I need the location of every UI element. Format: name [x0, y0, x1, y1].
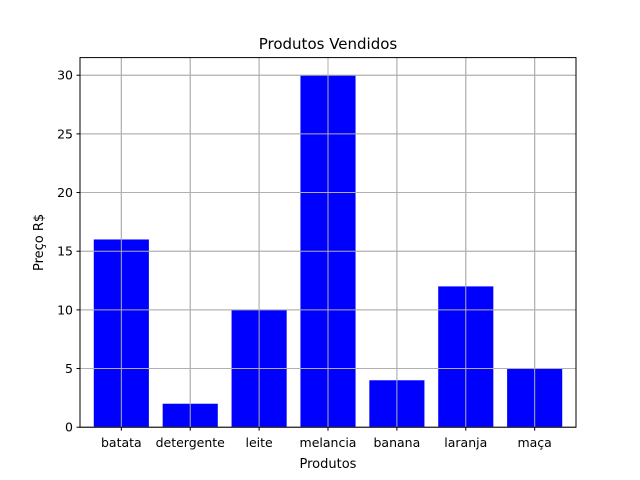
x-tick-label-leite: leite	[245, 435, 273, 450]
y-tick-label: 20	[57, 185, 73, 200]
x-tick-label-melancia: melancia	[300, 435, 357, 450]
y-axis: 0 5 10 15 20 25 30	[57, 68, 80, 435]
chart-title: Produtos Vendidos	[259, 35, 398, 53]
bars	[80, 57, 576, 428]
x-tick-label-maça: maça	[517, 435, 551, 450]
y-tick-label: 30	[57, 68, 73, 83]
y-tick-label: 0	[65, 420, 73, 435]
x-tick-label-batata: batata	[101, 435, 142, 450]
x-tick-label-detergente: detergente	[156, 435, 226, 450]
x-tick-label-laranja: laranja	[444, 435, 487, 450]
x-tick-label-banana: banana	[374, 435, 421, 450]
x-axis-label: Produtos	[300, 457, 357, 472]
y-tick-label: 25	[57, 126, 73, 141]
y-tick-label: 5	[65, 361, 73, 376]
y-tick-label: 10	[57, 302, 73, 317]
y-axis-label: Preço R$	[32, 214, 47, 271]
y-tick-label: 15	[57, 244, 73, 259]
x-axis: batata detergente leite melancia banana laran…	[101, 427, 552, 450]
